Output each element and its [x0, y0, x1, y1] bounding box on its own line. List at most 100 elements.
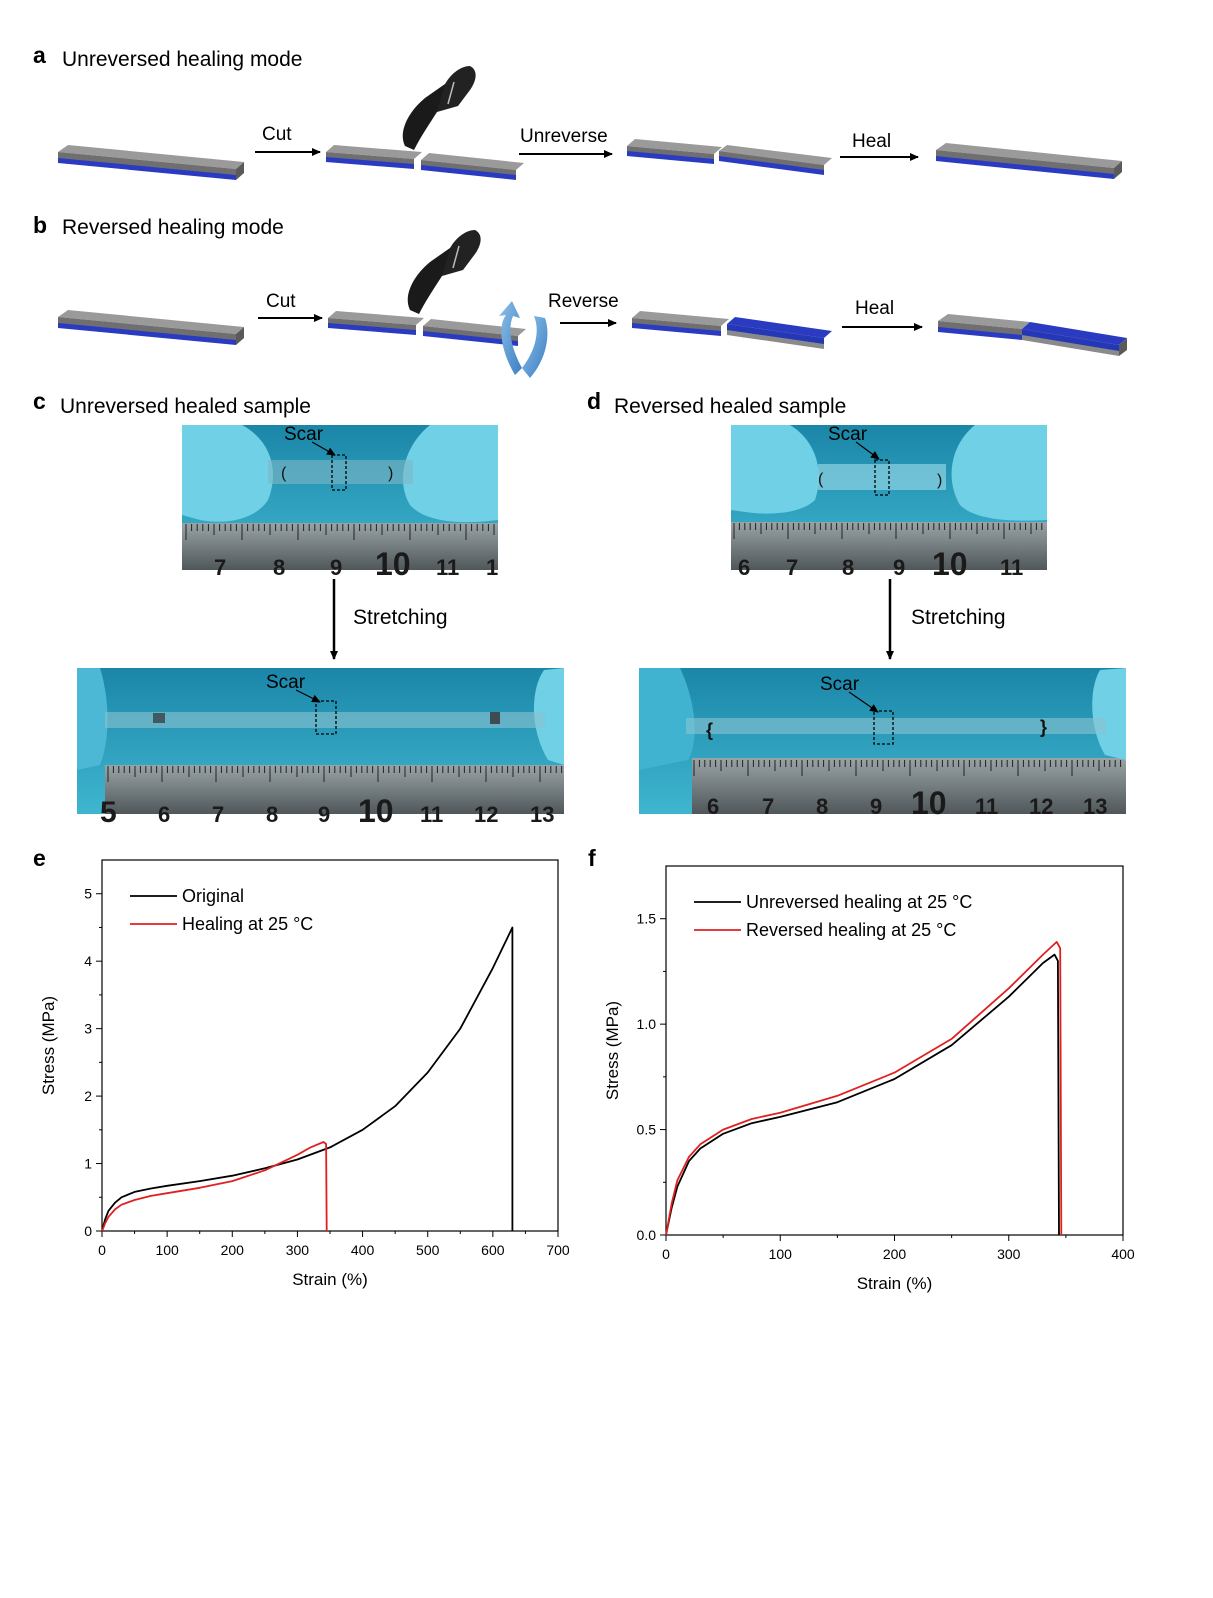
- series-line: [101, 1141, 328, 1232]
- cut-label: Cut: [262, 124, 292, 145]
- scar-label-c-bot: Scar: [266, 672, 306, 693]
- ruler-label: 1: [486, 555, 498, 580]
- ruler-label: 8: [273, 555, 285, 580]
- y-tick-label: 4: [84, 953, 92, 969]
- slab-unreversed-right: [719, 145, 832, 175]
- x-tick-label: 400: [1111, 1246, 1135, 1262]
- glove-right-icon: [1092, 668, 1126, 760]
- ruler-label: 12: [474, 802, 498, 827]
- panel-a-letter: a: [33, 42, 46, 68]
- panel-d-title: Reversed healed sample: [614, 395, 846, 418]
- legend-label: Reversed healing at 25 °C: [746, 920, 956, 940]
- heal-label-b: Heal: [855, 298, 894, 319]
- y-axis-label: Stress (MPa): [603, 1001, 622, 1100]
- reverse-label: Reverse: [548, 291, 619, 312]
- ruler-label: 10: [375, 546, 411, 582]
- flip-arrow-icon: [499, 301, 548, 378]
- x-tick-label: 600: [481, 1242, 505, 1258]
- panel-c: c Unreversed healed sample ( ) Scar 7 8 …: [33, 388, 564, 829]
- y-tick-label: 2: [84, 1088, 92, 1104]
- panel-b-letter: b: [33, 212, 47, 238]
- panel-a: a Unreversed healing mode Cut: [33, 42, 1122, 180]
- svg-text:{: {: [706, 720, 713, 740]
- y-tick-label: 1: [84, 1156, 92, 1172]
- chart-e: 0 100 200 300 400 500 600 700 0 1 2 3 4 5 Strain (%) St…: [39, 859, 570, 1289]
- ruler-label: 8: [842, 555, 854, 580]
- svg-text:(: (: [281, 465, 287, 482]
- slab-cut-right: [421, 153, 524, 180]
- panel-c-title: Unreversed healed sample: [60, 395, 311, 418]
- slab-cut-right-b: [423, 319, 526, 346]
- x-axis-label: Strain (%): [292, 1270, 368, 1289]
- photo-c-unstretched: ( ) Scar 7 8 9 10 11 1: [182, 424, 498, 582]
- ruler-label: 7: [212, 802, 224, 827]
- panel-c-letter: c: [33, 388, 46, 414]
- y-tick-label: 0.0: [637, 1227, 657, 1243]
- ruler-label: 6: [707, 794, 719, 819]
- scar-box: [874, 459, 890, 496]
- panel-a-title: Unreversed healing mode: [62, 48, 302, 71]
- chart-f: 0 100 200 300 400 0.0 0.5 1.0 1.5 Strain (%) Stres…: [603, 865, 1135, 1293]
- y-axis-label: Stress (MPa): [39, 996, 58, 1095]
- slab-healed: [936, 143, 1122, 179]
- y-tick-label: 0: [84, 1223, 92, 1239]
- x-tick-label: 700: [546, 1242, 570, 1258]
- slab-cut-left-b: [328, 311, 424, 335]
- panel-b-title: Reversed healing mode: [62, 216, 284, 239]
- photo-d-stretched: { } Scar 6 7 8 9 10 11 12 13: [639, 668, 1126, 821]
- series-line: [101, 926, 514, 1232]
- glove-right-icon: [533, 668, 564, 765]
- y-tick-label: 1.0: [637, 1016, 657, 1032]
- x-tick-label: 0: [98, 1242, 106, 1258]
- photo-c-stretched: Scar 5 6 7 8 9 10 11 12 13: [77, 668, 564, 829]
- ruler-label: 6: [738, 555, 750, 580]
- ruler-label: 8: [816, 794, 828, 819]
- panel-d: d Reversed healed sample ( ) Scar 6 7 8 …: [587, 388, 1126, 821]
- heal-label: Heal: [852, 131, 891, 152]
- knife-icon-b: [407, 230, 481, 314]
- scar-label-d-top: Scar: [828, 424, 868, 445]
- glove-right-icon: [402, 425, 498, 523]
- slab-unreversed-left: [627, 139, 722, 164]
- knife-icon: [402, 66, 476, 150]
- cut-label-b: Cut: [266, 291, 296, 312]
- y-tick-label: 5: [84, 886, 92, 902]
- ruler-label: 11: [975, 794, 998, 819]
- slab-reversed-right: [727, 317, 832, 349]
- ruler-label: 6: [158, 802, 170, 827]
- ruler-label: 7: [214, 555, 226, 580]
- stretching-label-d: Stretching: [911, 606, 1006, 629]
- ruler-label: 10: [911, 785, 947, 821]
- plot-frame: [101, 859, 559, 1232]
- ruler-label: 8: [266, 802, 278, 827]
- svg-text:): ): [937, 472, 942, 489]
- ruler-label: 9: [318, 802, 330, 827]
- y-tick-label: 1.5: [637, 911, 657, 927]
- scar-box: [873, 710, 894, 745]
- slab-cut-left: [326, 145, 422, 169]
- x-tick-label: 400: [351, 1242, 375, 1258]
- ruler-label: 11: [1000, 555, 1023, 580]
- glove-left-icon: [182, 425, 273, 522]
- scar-label-c-top: Scar: [284, 424, 324, 445]
- slab-reversed-left: [632, 311, 729, 336]
- y-tick-label: 0.5: [637, 1122, 657, 1138]
- scar-box: [331, 454, 347, 491]
- y-tick-label: 3: [84, 1021, 92, 1037]
- ruler-label: 9: [893, 555, 905, 580]
- x-axis-label: Strain (%): [857, 1274, 933, 1293]
- ruler-label: 11: [436, 555, 459, 580]
- scar-box: [315, 700, 337, 735]
- stretching-label-c: Stretching: [353, 606, 448, 629]
- legend-label: Healing at 25 °C: [182, 914, 313, 934]
- ruler-label: 7: [762, 794, 774, 819]
- ruler-label: 7: [786, 555, 798, 580]
- series-line: [665, 941, 1063, 1236]
- ruler-label: 5: [100, 796, 117, 829]
- slab-original: [58, 145, 244, 180]
- x-tick-label: 300: [286, 1242, 310, 1258]
- legend-label: Unreversed healing at 25 °C: [746, 892, 972, 912]
- x-tick-label: 200: [221, 1242, 245, 1258]
- svg-text:): ): [388, 465, 393, 482]
